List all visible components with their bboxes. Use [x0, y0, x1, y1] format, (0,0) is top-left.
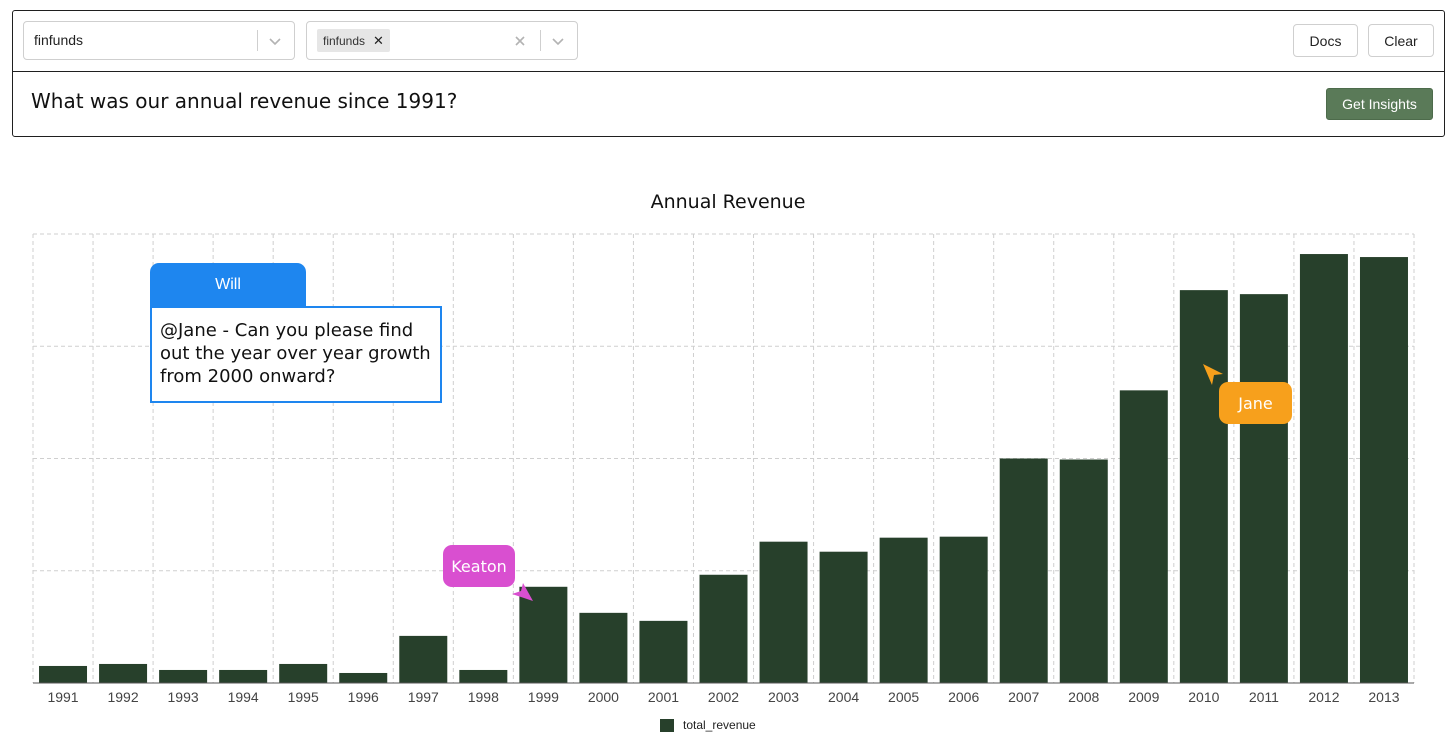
bar-2001[interactable] [639, 620, 688, 683]
x-tick-label: 1992 [107, 689, 138, 705]
bar-1999[interactable] [519, 586, 568, 683]
bar-1993[interactable] [159, 669, 208, 683]
select-separator [257, 30, 258, 51]
x-tick-label: 1991 [47, 689, 78, 705]
bar-chart: 1991 1992 1993 1994 1995 1996 1997 1998 1999 2000… [32, 233, 1415, 705]
bar-1998[interactable] [459, 669, 508, 683]
x-tick-label: 2004 [828, 689, 859, 705]
x-tick-label: 2010 [1188, 689, 1219, 705]
clear-button[interactable]: Clear [1368, 24, 1434, 57]
clear-icon[interactable] [510, 31, 530, 51]
select-separator [540, 30, 541, 51]
bar-1994[interactable] [219, 669, 268, 683]
x-tick-label: 2003 [768, 689, 799, 705]
x-axis-labels: 1991 1992 1993 1994 1995 1996 1997 1998 1999 2000… [47, 689, 1399, 705]
table-chip: finfunds ✕ [317, 29, 390, 52]
chevron-down-icon[interactable] [548, 31, 568, 51]
table-select[interactable]: finfunds ✕ [306, 21, 578, 60]
chart-title: Annual Revenue [650, 191, 806, 213]
x-tick-label: 2001 [648, 689, 679, 705]
chip-remove-icon[interactable]: ✕ [373, 33, 384, 48]
table-chip-label: finfunds [323, 33, 366, 48]
x-tick-label: 2005 [888, 689, 919, 705]
bar-2003[interactable] [759, 541, 808, 683]
bar-1995[interactable] [279, 663, 328, 683]
bar-1992[interactable] [99, 663, 148, 683]
x-tick-label: 1997 [408, 689, 439, 705]
database-select[interactable]: finfunds [23, 21, 295, 60]
bar-1996[interactable] [339, 672, 388, 683]
chevron-down-icon[interactable] [265, 31, 285, 51]
x-tick-label: 1995 [288, 689, 319, 705]
question-input[interactable]: What was our annual revenue since 1991? [31, 89, 458, 113]
chart-legend: total_revenue [660, 718, 756, 732]
bar-2013[interactable] [1359, 257, 1408, 683]
x-tick-label: 1996 [348, 689, 379, 705]
keaton-cursor-icon [512, 583, 533, 601]
docs-button[interactable]: Docs [1293, 24, 1358, 57]
jane-cursor-icon [1203, 364, 1223, 385]
keaton-cursor-tag: Keaton [443, 545, 515, 587]
query-panel: finfunds finfunds ✕ Docs Clear What was … [12, 10, 1445, 137]
bar-1997[interactable] [399, 635, 448, 683]
x-tick-label: 2000 [588, 689, 619, 705]
comment-author-tab: Will [150, 263, 306, 307]
bar-2006[interactable] [939, 536, 988, 683]
database-select-value: finfunds [34, 32, 84, 48]
bar-2004[interactable] [819, 551, 868, 683]
bar-2011[interactable] [1239, 294, 1288, 683]
bar-2008[interactable] [1059, 459, 1108, 683]
get-insights-button[interactable]: Get Insights [1326, 88, 1433, 120]
x-tick-label: 2013 [1368, 689, 1399, 705]
bar-2010[interactable] [1179, 290, 1228, 683]
bar-2007[interactable] [999, 458, 1048, 684]
x-tick-label: 1993 [168, 689, 199, 705]
x-tick-label: 2002 [708, 689, 739, 705]
chart-bars [39, 254, 1408, 683]
bar-2009[interactable] [1119, 390, 1168, 683]
comment-box[interactable]: @Jane - Can you please find out the year… [150, 306, 442, 403]
x-tick-label: 2012 [1308, 689, 1339, 705]
x-tick-label: 2008 [1068, 689, 1099, 705]
x-tick-label: 1998 [468, 689, 499, 705]
x-tick-label: 1994 [228, 689, 259, 705]
bar-2005[interactable] [879, 537, 928, 683]
x-tick-label: 1999 [528, 689, 559, 705]
x-tick-label: 2009 [1128, 689, 1159, 705]
bar-2002[interactable] [699, 574, 748, 683]
bar-1991[interactable] [39, 665, 88, 683]
legend-swatch [660, 718, 674, 732]
jane-cursor-tag: Jane [1219, 382, 1292, 424]
x-tick-label: 2006 [948, 689, 979, 705]
toolbar: finfunds finfunds ✕ Docs Clear [13, 11, 1444, 72]
bar-2000[interactable] [579, 612, 628, 683]
x-tick-label: 2011 [1249, 689, 1279, 705]
legend-label: total_revenue [683, 718, 756, 732]
bar-2012[interactable] [1299, 254, 1348, 683]
x-tick-label: 2007 [1008, 689, 1039, 705]
